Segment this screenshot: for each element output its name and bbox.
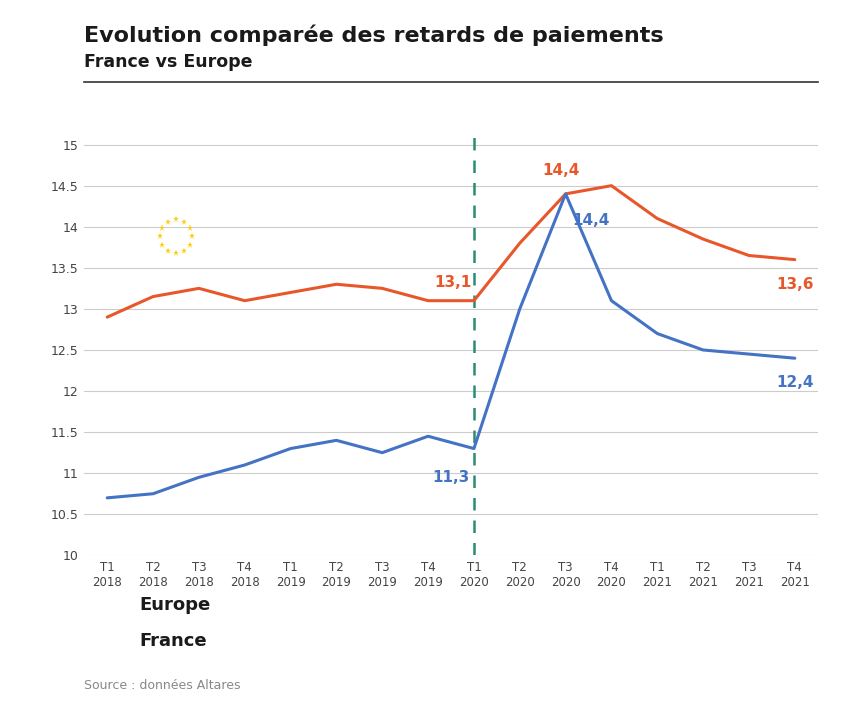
Text: 11,3: 11,3 — [432, 470, 470, 485]
Text: Europe: Europe — [139, 596, 211, 614]
Text: 13,1: 13,1 — [435, 275, 472, 290]
Text: Evolution comparée des retards de paiements: Evolution comparée des retards de paieme… — [84, 25, 664, 46]
Text: France: France — [139, 632, 207, 650]
Text: 14,4: 14,4 — [542, 163, 580, 179]
Text: 14,4: 14,4 — [572, 213, 609, 228]
Text: 12,4: 12,4 — [776, 375, 813, 390]
Text: Source : données Altares: Source : données Altares — [84, 679, 241, 692]
Text: 13,6: 13,6 — [776, 277, 813, 292]
Text: France vs Europe: France vs Europe — [84, 53, 253, 71]
